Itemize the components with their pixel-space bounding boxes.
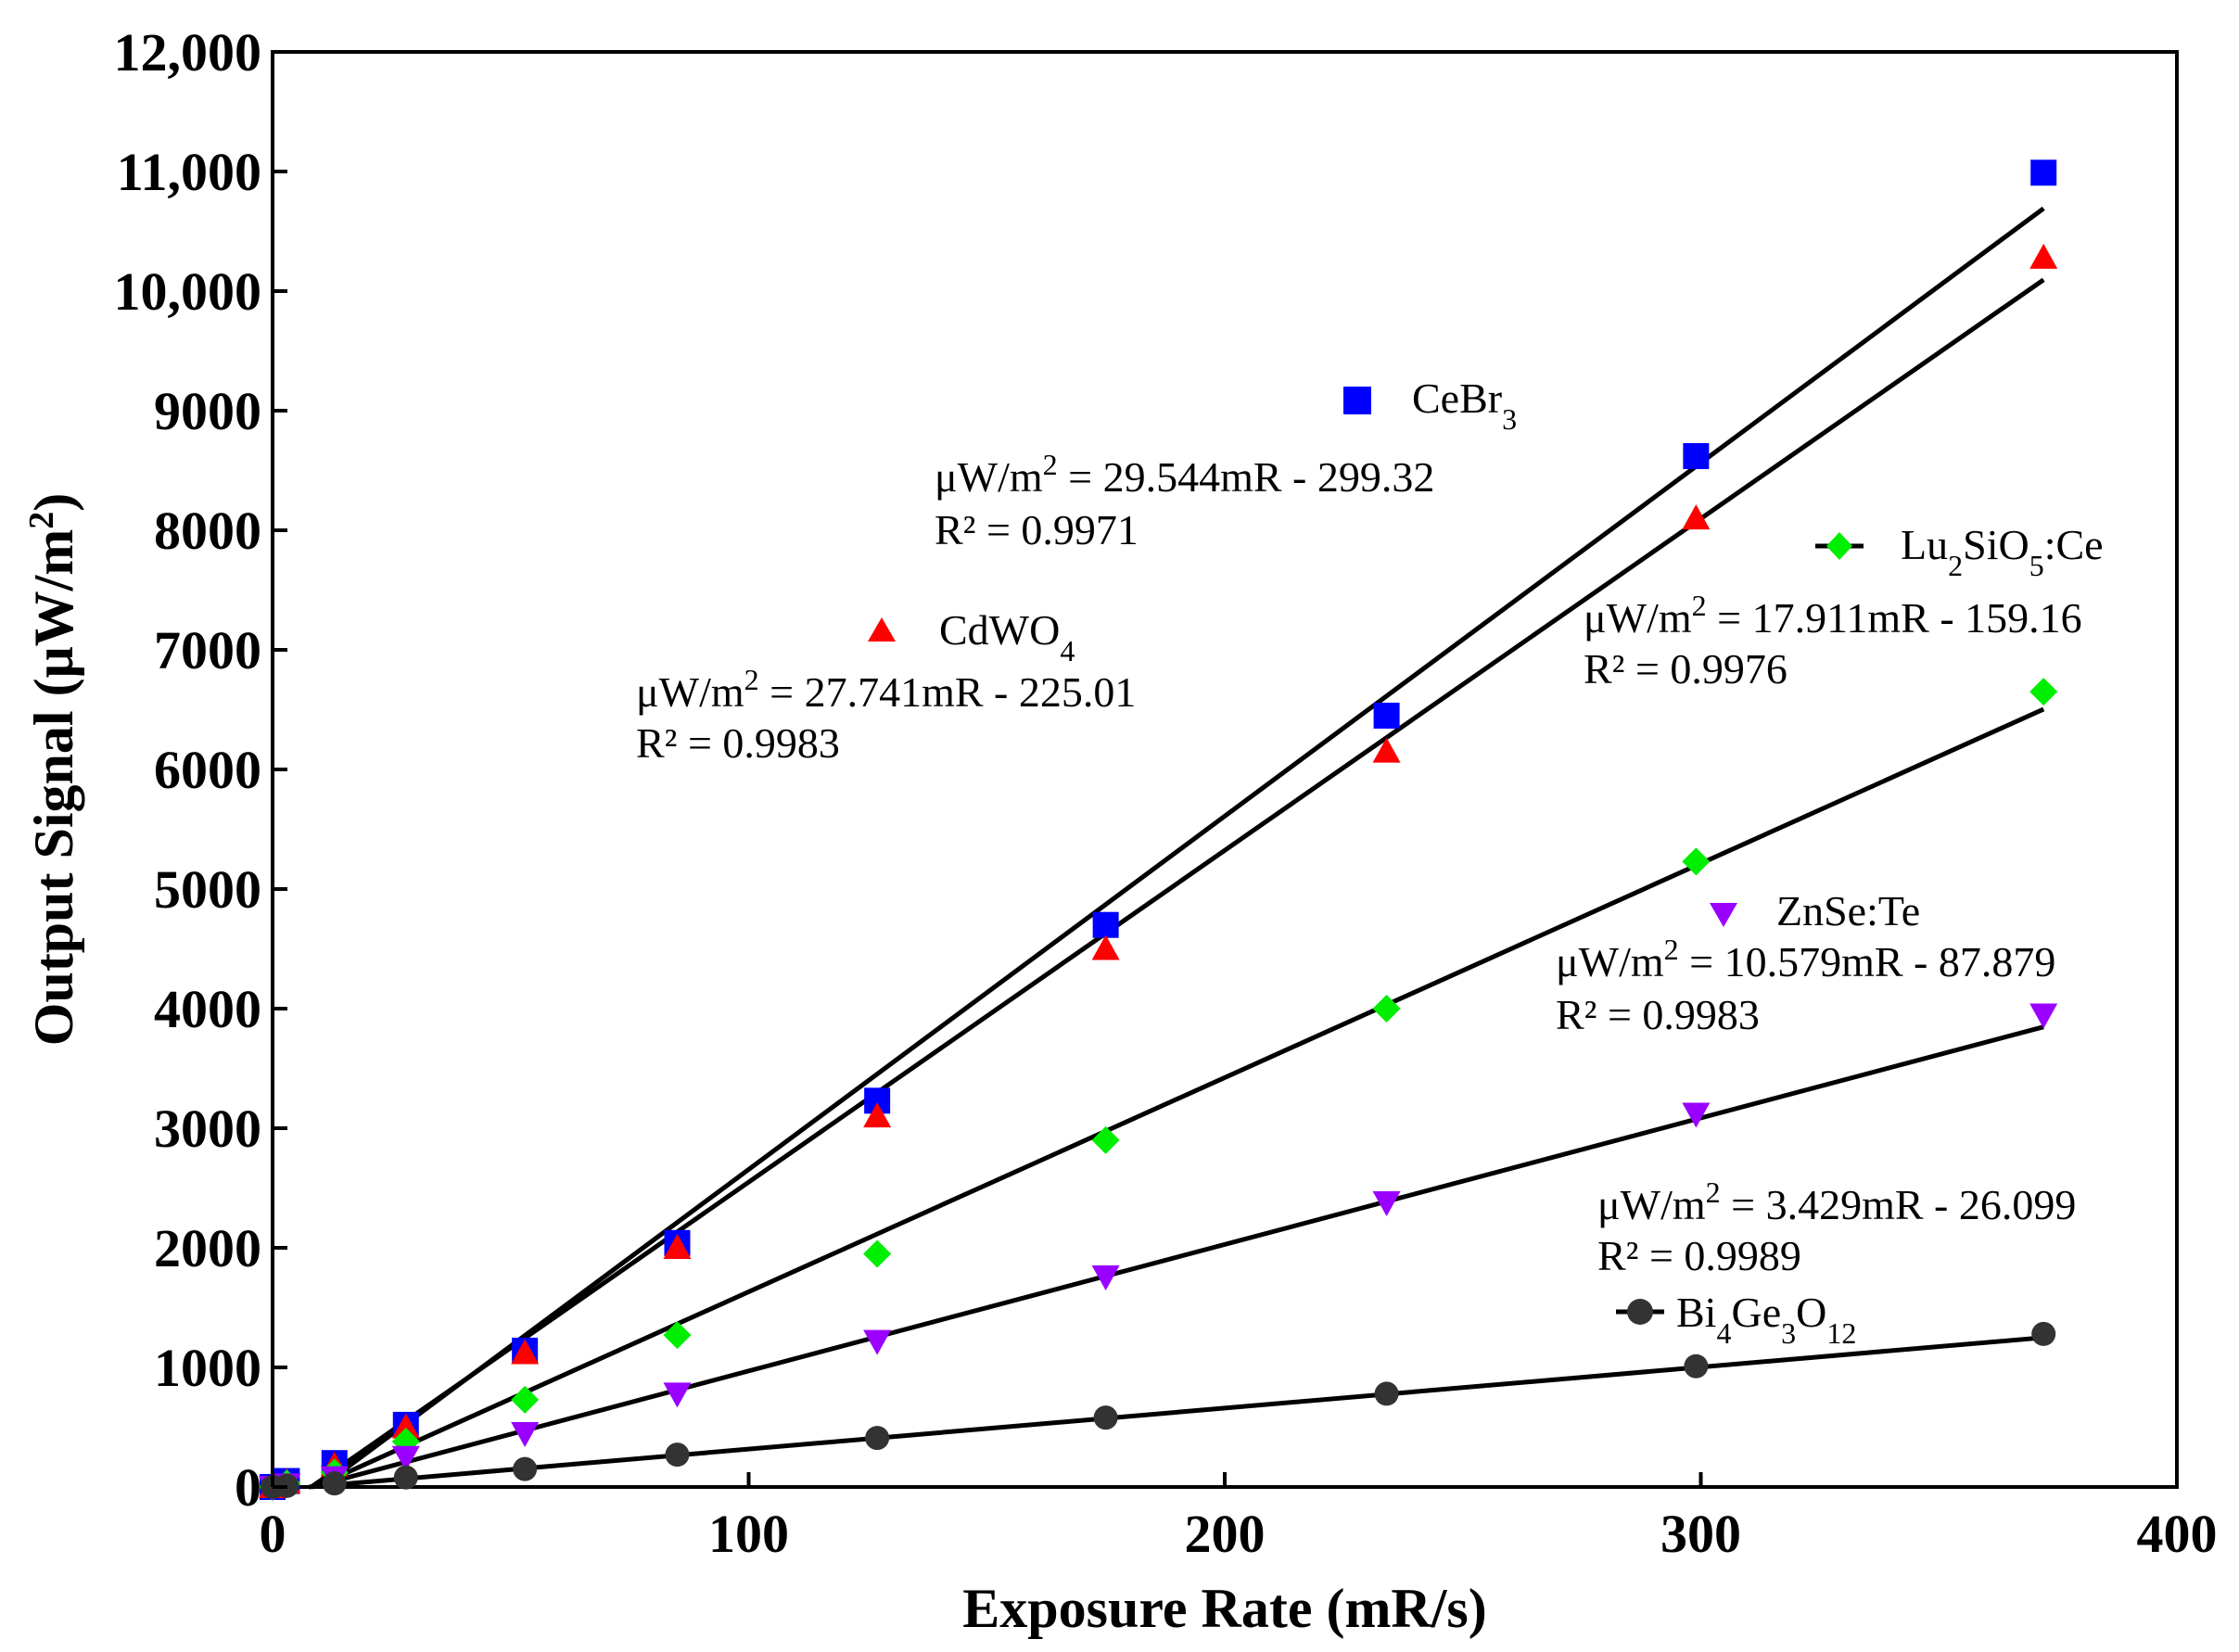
data-markers bbox=[259, 159, 2058, 1501]
point-cebr3 bbox=[1092, 911, 1119, 938]
point-cdwo4 bbox=[1682, 504, 1711, 530]
fit-line-lu2sio5ce bbox=[313, 706, 2045, 1490]
x-tick-label: 400 bbox=[2137, 1504, 2218, 1564]
y-tick-label: 11,000 bbox=[117, 142, 261, 202]
point-bi4ge3o12 bbox=[1374, 1381, 1399, 1406]
x-tick-label: 200 bbox=[1185, 1504, 1266, 1564]
r2-cebr3: R² = 0.9971 bbox=[935, 506, 1139, 553]
y-tick-label: 12,000 bbox=[114, 22, 262, 83]
fit-line-cebr3 bbox=[319, 206, 2045, 1490]
point-cebr3 bbox=[1683, 443, 1710, 470]
legend-bgo: Bi4Ge3O12 bbox=[1616, 1289, 1856, 1350]
legend-cdwo4-marker bbox=[868, 617, 896, 642]
y-axis-title: Output Signal (μW/m2) bbox=[22, 493, 84, 1046]
point-cebr3 bbox=[1373, 702, 1400, 729]
point-lu2sio5ce bbox=[511, 1385, 540, 1414]
y-tick-label: 10,000 bbox=[114, 261, 262, 322]
point-bi4ge3o12 bbox=[1093, 1405, 1118, 1430]
legend-cebr3: CeBr3 bbox=[1343, 375, 1517, 436]
axis-ticks: 0 100 200 300 400010002000300040005000600070… bbox=[114, 22, 2218, 1564]
legend-znse: ZnSe:Te bbox=[1710, 887, 1920, 934]
point-cdwo4 bbox=[2029, 243, 2058, 269]
plot-frame bbox=[271, 50, 2179, 1489]
point-bi4ge3o12 bbox=[393, 1465, 418, 1490]
y-tick-label: 9000 bbox=[154, 381, 261, 441]
x-tick-label: 300 bbox=[1660, 1504, 1741, 1564]
y-tick-label: 4000 bbox=[154, 979, 261, 1039]
x-axis-title: Exposure Rate (mR/s) bbox=[962, 1578, 1487, 1639]
point-bi4ge3o12 bbox=[865, 1426, 890, 1451]
point-cdwo4 bbox=[511, 1339, 540, 1365]
point-lu2sio5ce bbox=[1682, 847, 1711, 876]
y-tick-label: 7000 bbox=[154, 620, 261, 680]
legend-bgo-label: Bi4Ge3O12 bbox=[1676, 1289, 1856, 1350]
r2-lso: R² = 0.9976 bbox=[1584, 645, 1787, 693]
r2-cdwo4: R² = 0.9983 bbox=[636, 719, 840, 767]
equation-znse: μW/m2 = 10.579mR - 87.879 bbox=[1556, 933, 2055, 985]
x-tick-label: 100 bbox=[708, 1504, 789, 1564]
legend-cebr3-marker bbox=[1343, 387, 1371, 414]
point-lu2sio5ce bbox=[2029, 678, 2058, 706]
point-cdwo4 bbox=[663, 1234, 692, 1259]
fit-line-znsete bbox=[312, 1024, 2044, 1490]
point-bi4ge3o12 bbox=[322, 1471, 347, 1496]
point-znsete bbox=[1682, 1102, 1711, 1128]
r2-znse: R² = 0.9983 bbox=[1556, 991, 1760, 1038]
point-znsete bbox=[1372, 1190, 1401, 1216]
legend-cdwo4-label: CdWO4 bbox=[939, 606, 1075, 667]
point-lu2sio5ce bbox=[1091, 1125, 1120, 1154]
legend-lso-marker bbox=[1826, 532, 1852, 560]
point-cdwo4 bbox=[1091, 934, 1120, 960]
point-lu2sio5ce bbox=[863, 1239, 892, 1268]
point-znsete bbox=[2029, 1003, 2058, 1029]
x-tick-label: 0 bbox=[260, 1504, 286, 1564]
fit-line-bi4ge3o12 bbox=[308, 1335, 2044, 1490]
y-tick-label: 1000 bbox=[154, 1338, 261, 1398]
equation-cebr3: μW/m2 = 29.544mR - 299.32 bbox=[935, 448, 1434, 501]
point-lu2sio5ce bbox=[663, 1321, 692, 1350]
legend-cdwo4: CdWO4 bbox=[868, 606, 1075, 667]
point-znsete bbox=[391, 1445, 420, 1471]
point-bi4ge3o12 bbox=[665, 1442, 690, 1468]
point-znsete bbox=[1091, 1264, 1120, 1290]
legend-bgo-marker bbox=[1627, 1299, 1653, 1325]
fit-lines bbox=[308, 206, 2045, 1490]
r2-bgo: R² = 0.9989 bbox=[1597, 1232, 1801, 1279]
fit-line-cdwo4 bbox=[310, 277, 2045, 1490]
legend-lso: Lu2SiO5:Ce bbox=[1815, 521, 2104, 582]
equation-lso: μW/m2 = 17.911mR - 159.16 bbox=[1584, 589, 2082, 642]
point-bi4ge3o12 bbox=[513, 1456, 538, 1481]
point-znsete bbox=[511, 1421, 540, 1447]
equation-bgo: μW/m2 = 3.429mR - 26.099 bbox=[1597, 1175, 2076, 1228]
y-tick-label: 0 bbox=[235, 1457, 261, 1518]
equation-cdwo4: μW/m2 = 27.741mR - 225.01 bbox=[636, 663, 1136, 716]
legend-cebr3-label: CeBr3 bbox=[1412, 375, 1517, 436]
point-znsete bbox=[863, 1329, 892, 1355]
point-cebr3 bbox=[2030, 159, 2057, 186]
y-tick-label: 3000 bbox=[154, 1099, 261, 1159]
point-bi4ge3o12 bbox=[1684, 1353, 1709, 1379]
legend-znse-marker bbox=[1710, 903, 1737, 927]
y-tick-label: 5000 bbox=[154, 859, 261, 920]
point-cdwo4 bbox=[391, 1413, 420, 1439]
y-tick-label: 6000 bbox=[154, 740, 261, 800]
y-tick-label: 8000 bbox=[154, 501, 261, 561]
legend-znse-label: ZnSe:Te bbox=[1776, 887, 1920, 934]
y-tick-label: 2000 bbox=[154, 1218, 261, 1278]
point-cdwo4 bbox=[1372, 737, 1401, 763]
point-cdwo4 bbox=[863, 1102, 892, 1128]
point-bi4ge3o12 bbox=[2031, 1321, 2056, 1346]
point-znsete bbox=[663, 1382, 692, 1408]
legend-lso-label: Lu2SiO5:Ce bbox=[1901, 521, 2104, 582]
point-lu2sio5ce bbox=[1372, 995, 1401, 1023]
